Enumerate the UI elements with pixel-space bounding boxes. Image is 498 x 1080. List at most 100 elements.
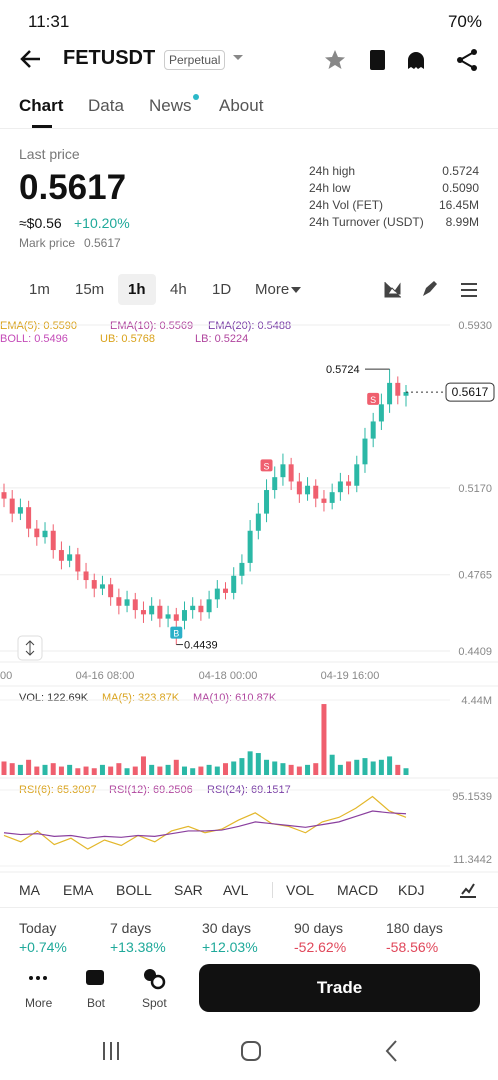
indicator[interactable]: MACD [337, 882, 379, 898]
indicator-settings-icon[interactable] [459, 882, 477, 898]
volume-bar [173, 759, 179, 775]
y-tick-label: 0.4765 [458, 570, 492, 582]
action-label[interactable]: More [25, 996, 53, 1010]
indicator[interactable]: AVL [223, 882, 249, 898]
volume-bar [50, 763, 56, 775]
interval[interactable]: 1D [212, 281, 232, 298]
y-tick-label: 0.5930 [458, 320, 492, 332]
volume-bar [181, 766, 187, 775]
action-label[interactable]: Bot [87, 996, 106, 1010]
volume-bar [305, 764, 311, 775]
indicator-legend: EMA(5): 0.5590 [0, 320, 77, 332]
home-button[interactable] [241, 1041, 261, 1061]
candle-body [321, 498, 327, 503]
interval[interactable]: More [255, 281, 290, 298]
candle-body [329, 492, 335, 503]
indicator[interactable]: SAR [174, 882, 203, 898]
bot-icon[interactable] [86, 970, 104, 985]
period-label: Today [19, 920, 57, 936]
volume-bar [67, 764, 73, 775]
indicator[interactable]: KDJ [398, 882, 425, 898]
trade-button[interactable]: Trade [199, 964, 480, 1012]
status-time: 11:31 [28, 12, 70, 31]
volume-bar [206, 764, 212, 775]
dropdown-icon[interactable] [232, 54, 244, 62]
volume-bar [255, 753, 261, 775]
candle-body [272, 477, 278, 491]
back-button[interactable] [20, 48, 42, 70]
back-nav-button[interactable] [385, 1040, 397, 1062]
volume-bar [239, 758, 245, 775]
interval[interactable]: 1m [29, 281, 50, 298]
x-tick-label: 00 [0, 670, 12, 682]
volume-bar [272, 761, 278, 775]
trade-marker [367, 392, 380, 405]
period-label: 30 days [202, 920, 252, 936]
action-label[interactable]: Spot [142, 996, 167, 1010]
indicator[interactable]: VOL [286, 882, 315, 898]
volume-bar [9, 763, 15, 775]
indicator[interactable]: BOLL [116, 882, 152, 898]
indicator[interactable]: EMA [63, 882, 94, 898]
candle-body [34, 528, 40, 538]
candle-body [124, 599, 130, 606]
candle-body [247, 530, 253, 563]
period-change: +0.74% [19, 939, 67, 955]
tab[interactable]: About [219, 96, 264, 115]
candle-body [214, 588, 220, 600]
y-tick-label: 95.1539 [452, 791, 492, 803]
candle-body [223, 588, 229, 593]
candle-body [17, 507, 23, 514]
candle-body [116, 597, 122, 606]
divider [0, 128, 498, 129]
more-icon[interactable] [29, 976, 47, 980]
symbol: FETUSDT [63, 47, 156, 69]
interval-selected[interactable]: 1h [118, 274, 156, 305]
volume-bar [75, 768, 81, 775]
favorite-icon[interactable] [325, 50, 345, 69]
draw-icon[interactable] [423, 281, 437, 296]
trade-marker [260, 459, 273, 472]
candle-body [173, 614, 179, 621]
more-caret [291, 287, 301, 293]
period-change: +12.03% [202, 939, 258, 955]
recents-button[interactable] [103, 1042, 119, 1060]
tab[interactable]: News [149, 96, 192, 115]
stat-label: 24h Turnover (USDT) [309, 215, 424, 229]
status-battery: 70% [447, 12, 482, 31]
candle-body [313, 485, 319, 499]
volume-bar [280, 763, 286, 775]
candle-body [239, 562, 245, 576]
volume-bar [108, 766, 114, 775]
settings-icon[interactable] [461, 283, 477, 297]
price-label[interactable]: Last price [19, 146, 80, 162]
interval[interactable]: 4h [170, 281, 187, 298]
spot-icon[interactable] [144, 969, 166, 990]
book-icon[interactable] [370, 50, 385, 70]
volume-bar [395, 764, 401, 775]
stat-label: 24h Vol (FET) [309, 198, 384, 212]
volume-bar [288, 764, 294, 775]
period-label: 180 days [386, 920, 443, 936]
volume-bar [198, 766, 204, 775]
candle-body [280, 464, 286, 478]
tab[interactable]: Data [88, 96, 124, 115]
share-icon[interactable] [457, 49, 477, 71]
last-price-tag [445, 382, 495, 402]
candle-body [378, 404, 384, 422]
candle-body [140, 610, 146, 615]
interval[interactable]: 15m [75, 281, 105, 298]
indicator[interactable]: MA [19, 882, 40, 898]
tab[interactable]: Chart [19, 96, 64, 115]
chart-type-icon[interactable] [384, 282, 401, 298]
annotation: 0.5724 [326, 364, 360, 376]
candle-body [198, 605, 204, 613]
volume-bar [149, 764, 155, 775]
candle-body [395, 382, 401, 396]
bot-icon[interactable] [408, 52, 424, 69]
volume-bar [91, 768, 97, 775]
indicator-separator [272, 882, 273, 898]
volume-bar [58, 766, 64, 775]
indicator-legend: BOLL: 0.5496 [0, 333, 68, 345]
trade-marker-label: S [264, 461, 270, 471]
